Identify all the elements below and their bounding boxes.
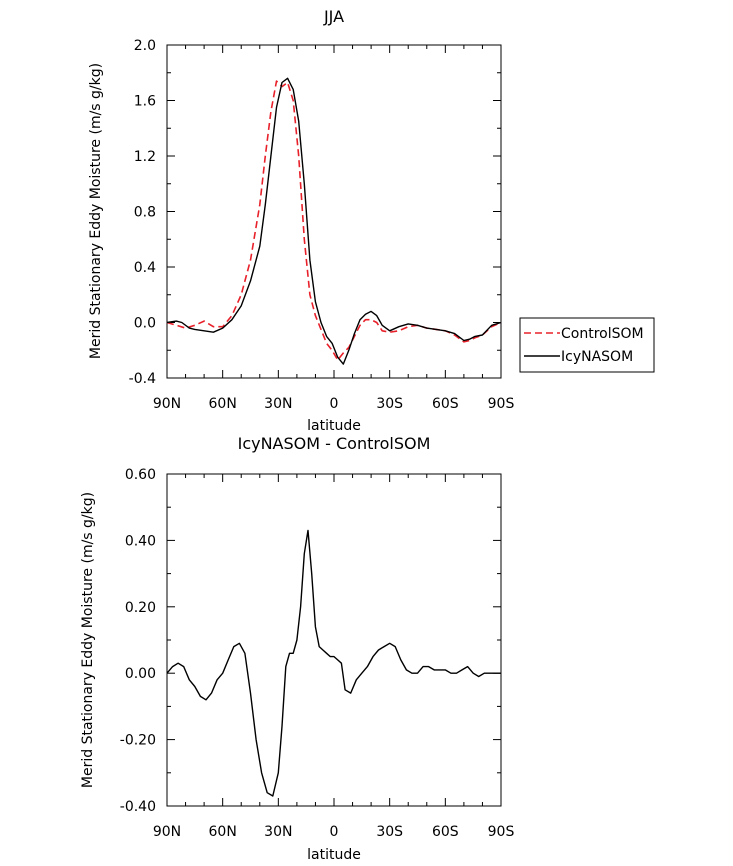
bottom-axis-ticks: 90N 60N 30N 0 30S 60S 90S -0.40 -0.20 0.00 0.20 0.4… — [120, 467, 515, 840]
top-series-line-controlsom — [166, 80, 502, 361]
bottom-series-lines — [166, 529, 501, 797]
y-tick-label: -0.20 — [120, 733, 156, 749]
x-tick-label: 60N — [209, 824, 237, 840]
y-tick-label: 0.00 — [125, 666, 156, 682]
top-panel: JJA 90N 60N 30N 0 30S 60S 90S -0.4 0.0 0.4 0.8 1.2 1… — [88, 7, 655, 434]
y-tick-label: 0.0 — [134, 316, 156, 332]
x-tick-label: 0 — [330, 396, 339, 412]
top-x-axis-label: latitude — [307, 418, 361, 434]
y-tick-label: 0.60 — [125, 467, 156, 483]
bottom-panel: IcyNASOM - ControlSOM 90N 60N 30N 0 30S 60S 90… — [80, 434, 514, 863]
legend-label-controlsom: ControlSOM — [561, 326, 644, 342]
top-panel-title: JJA — [323, 7, 344, 26]
y-tick-label: 2.0 — [134, 38, 156, 54]
x-tick-label: 90S — [488, 824, 515, 840]
bottom-series-line-difference — [166, 529, 501, 797]
y-tick-label: 1.2 — [134, 149, 156, 165]
x-tick-label: 90N — [153, 396, 181, 412]
x-tick-label: 30S — [376, 824, 403, 840]
x-tick-label: 30N — [264, 824, 292, 840]
top-y-axis-label: Merid Stationary Eddy Moisture (m/s g/kg… — [88, 63, 104, 359]
x-tick-label: 0 — [330, 824, 339, 840]
x-tick-label: 60S — [432, 824, 459, 840]
legend-label-icynasom: IcyNASOM — [561, 349, 633, 365]
legend: ControlSOM IcyNASOM — [519, 317, 655, 373]
bottom-x-axis-label: latitude — [307, 847, 361, 863]
y-tick-label: -0.40 — [120, 799, 156, 815]
y-tick-label: 0.40 — [125, 533, 156, 549]
x-tick-label: 30S — [376, 396, 403, 412]
bottom-panel-title: IcyNASOM - ControlSOM — [238, 434, 431, 453]
x-tick-label: 60S — [432, 396, 459, 412]
x-tick-label: 60N — [209, 396, 237, 412]
y-tick-label: 0.20 — [125, 600, 156, 616]
y-tick-label: 1.6 — [134, 94, 156, 110]
y-tick-label: -0.4 — [129, 371, 156, 387]
x-tick-label: 90S — [488, 396, 515, 412]
y-tick-label: 0.8 — [134, 205, 156, 221]
x-tick-label: 30N — [264, 396, 292, 412]
bottom-y-axis-label: Merid Stationary Eddy Moisture (m/s g/kg… — [80, 492, 96, 788]
top-axis-ticks: 90N 60N 30N 0 30S 60S 90S -0.4 0.0 0.4 0.8 1.2 1.6 2.… — [129, 38, 515, 412]
x-tick-label: 90N — [153, 824, 181, 840]
bottom-plot-frame — [166, 473, 502, 807]
legend-box — [519, 317, 655, 373]
top-series-lines — [166, 77, 502, 365]
top-series-line-icynasom — [166, 77, 502, 365]
top-plot-frame — [166, 44, 502, 379]
y-tick-label: 0.4 — [134, 260, 156, 276]
